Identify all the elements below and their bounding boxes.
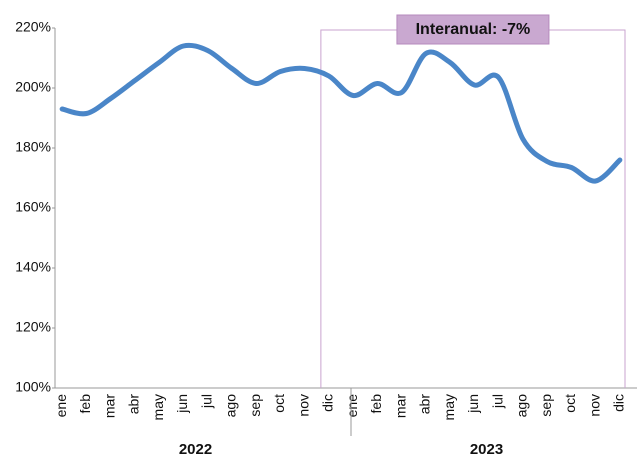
x-tick-label: sep [538,394,554,417]
x-tick-label: nov [586,394,602,417]
x-tick-label: dic [611,394,627,412]
x-tick-label: may [441,394,457,420]
x-tick-label: jun [465,394,481,414]
x-tick-label: mar [101,394,117,418]
group-label: 2023 [470,441,503,457]
x-tick-label: feb [368,394,384,414]
x-tick-label: ago [223,394,239,418]
x-tick-label: nov [295,394,311,417]
y-tick-label: 100% [15,379,51,395]
y-tick-label: 140% [15,259,51,275]
x-tick-label: jun [174,394,190,414]
x-tick-label: ene [53,394,69,418]
annotation-box [396,14,550,45]
x-tick-label: jul [489,394,505,409]
x-tick-label: dic [320,394,336,412]
x-tick-label: oct [562,394,578,413]
x-tick-label: ene [344,394,360,418]
x-tick-label: abr [417,394,433,415]
y-tick-label: 120% [15,319,51,335]
x-tick-label: abr [126,394,142,415]
x-tick-label: may [150,394,166,420]
y-tick-label: 160% [15,199,51,215]
x-tick-label: sep [247,394,263,417]
annotation: Interanual: -7% [416,21,531,38]
x-tick-label: oct [271,394,287,413]
y-tick-label: 180% [15,139,51,155]
x-tick-label: jul [198,394,214,409]
x-tick-label: mar [392,394,408,418]
y-tick-label: 200% [15,79,51,95]
x-tick-label: ago [514,394,530,418]
group-label: 2022 [179,441,212,457]
x-tick-label: feb [77,394,93,414]
y-tick-label: 220% [15,19,51,35]
data-line [59,42,623,184]
